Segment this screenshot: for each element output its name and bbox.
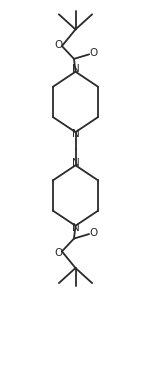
Text: N: N bbox=[72, 223, 79, 233]
Text: O: O bbox=[90, 48, 98, 58]
Text: N: N bbox=[72, 158, 79, 168]
Text: N: N bbox=[72, 129, 79, 139]
Text: O: O bbox=[54, 248, 62, 258]
Text: O: O bbox=[90, 228, 98, 238]
Text: O: O bbox=[54, 39, 62, 50]
Text: N: N bbox=[72, 65, 79, 74]
